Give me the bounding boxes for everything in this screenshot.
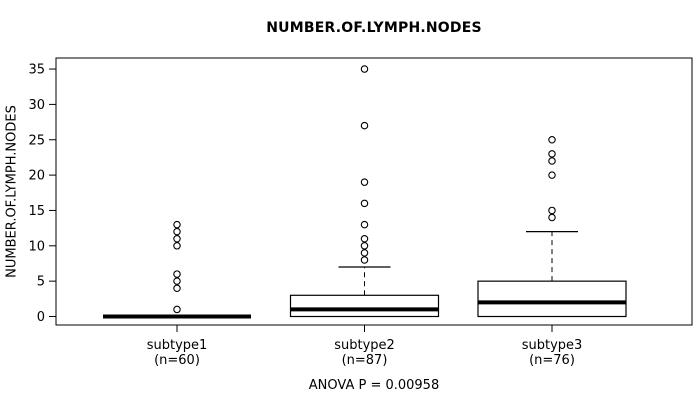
outlier-point-subtype1 bbox=[173, 227, 181, 236]
x-label-subtype1: subtype1 bbox=[147, 338, 208, 353]
chart-title: NUMBER.OF.LYMPH.NODES bbox=[266, 20, 482, 36]
outlier-point-subtype1 bbox=[173, 242, 181, 250]
box-subtype3 bbox=[477, 280, 627, 318]
outlier-point-subtype1 bbox=[173, 305, 181, 314]
outlier-point-subtype3 bbox=[548, 213, 556, 222]
y-tick-label: 30 bbox=[28, 98, 45, 113]
outlier-point-subtype1 bbox=[173, 277, 181, 285]
x-sublabel-subtype2: (n=87) bbox=[342, 353, 388, 368]
outlier-point-subtype2 bbox=[360, 220, 369, 229]
x-sublabel-subtype1: (n=60) bbox=[154, 353, 200, 368]
outlier-point-subtype3 bbox=[548, 150, 556, 158]
outlier-point-subtype2 bbox=[360, 178, 369, 186]
outlier-point-subtype2 bbox=[360, 256, 369, 264]
outlier-point-subtype2 bbox=[360, 234, 369, 243]
x-label-subtype2: subtype2 bbox=[334, 338, 395, 353]
outlier-point-subtype2 bbox=[360, 65, 369, 73]
outlier-point-subtype2 bbox=[360, 121, 369, 130]
outlier-point-subtype1 bbox=[173, 270, 181, 278]
outlier-point-subtype3 bbox=[548, 171, 556, 179]
plot-border bbox=[55, 57, 693, 326]
outlier-point-subtype1 bbox=[173, 284, 181, 292]
y-tick-label: 20 bbox=[28, 169, 45, 184]
outlier-point-subtype3 bbox=[548, 206, 556, 215]
outlier-point-subtype2 bbox=[360, 249, 369, 257]
y-tick-label: 35 bbox=[28, 63, 45, 78]
anova-annotation: ANOVA P = 0.00958 bbox=[308, 378, 440, 393]
y-tick-label: 15 bbox=[28, 204, 45, 219]
outlier-point-subtype3 bbox=[548, 157, 556, 165]
outlier-point-subtype3 bbox=[548, 136, 556, 144]
x-sublabel-subtype3: (n=76) bbox=[529, 353, 575, 368]
outlier-point-subtype1 bbox=[173, 234, 181, 243]
outlier-point-subtype2 bbox=[360, 199, 369, 208]
outlier-point-subtype1 bbox=[173, 220, 181, 229]
outlier-point-subtype2 bbox=[360, 242, 369, 250]
box-subtype2 bbox=[289, 294, 440, 318]
y-tick-label: 10 bbox=[28, 239, 45, 254]
y-tick-label: 25 bbox=[28, 133, 45, 148]
x-label-subtype3: subtype3 bbox=[522, 338, 583, 353]
y-tick-label: 5 bbox=[37, 275, 45, 290]
y-tick-label: 0 bbox=[37, 310, 45, 325]
